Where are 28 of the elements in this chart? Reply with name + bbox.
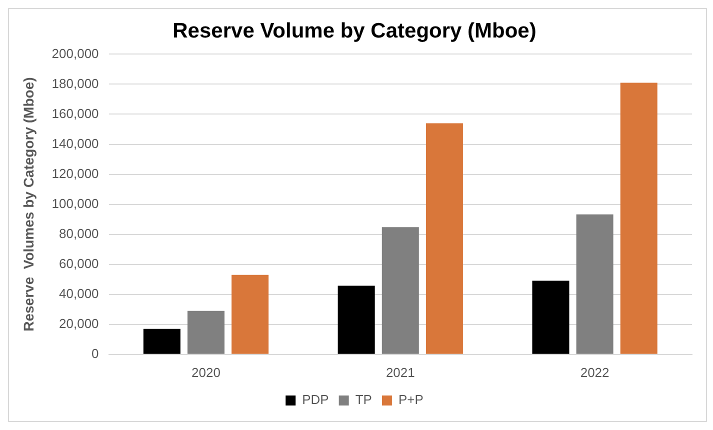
x-tick-label: 2022 [580,364,610,380]
bar [620,82,658,354]
bar [532,280,570,354]
y-tick-label: 200,000 [52,46,99,61]
bar [426,123,463,354]
legend-label: P+P [398,392,424,408]
y-tick-label: 180,000 [52,76,99,91]
y-axis-title: Reserve Volumes by Category (Mboe) [20,77,36,332]
legend-label: PDP [302,392,329,408]
y-tick-label: 100,000 [52,196,99,211]
y-tick-label: 40,000 [59,286,99,301]
y-tick-label: 60,000 [59,256,99,271]
x-tick-label: 2021 [386,364,415,380]
bar [382,227,419,354]
chart-title: Reserve Volume by Category (Mboe) [172,19,536,42]
bar [187,310,224,354]
y-tick-label: 140,000 [52,136,99,151]
y-tick-label: 160,000 [52,106,99,121]
y-tick-label: 20,000 [59,316,99,331]
bar [143,328,180,354]
x-tick-label: 2020 [192,364,220,380]
y-tick-label: 0 [92,346,99,361]
bar [576,214,614,354]
bar [232,274,269,354]
legend-label: TP [355,392,372,408]
y-tick-label: 80,000 [59,226,99,241]
bar [338,286,375,354]
y-tick-label: 120,000 [52,166,99,181]
